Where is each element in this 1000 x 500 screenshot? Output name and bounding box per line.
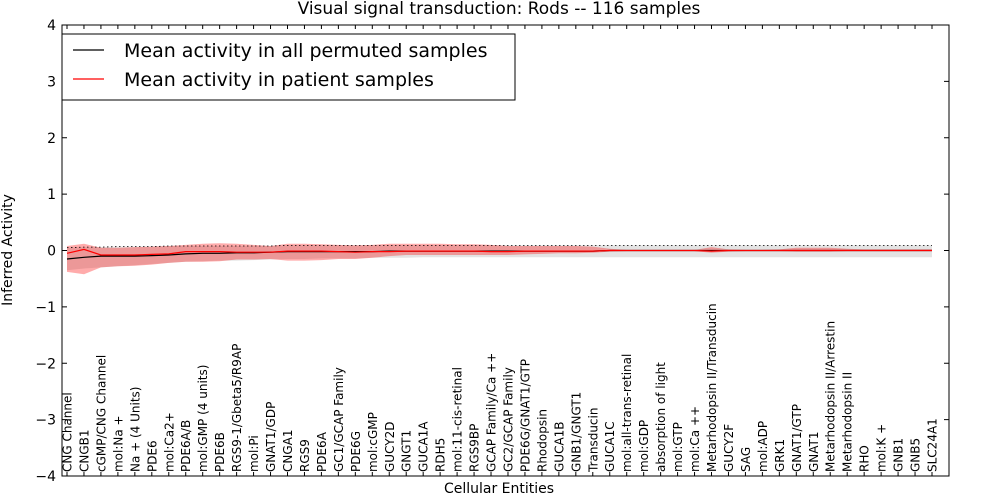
x-tick-label: mol:K + <box>875 424 889 472</box>
y-tick-label: 0 <box>47 244 56 260</box>
x-tick-label: GUCA1B <box>552 421 566 472</box>
x-tick-label: PDE6B <box>213 432 227 472</box>
x-tick-label: RGS9-1/Gbeta5/R9AP <box>230 344 244 472</box>
x-tick-label: mol:cGMP <box>366 412 380 472</box>
x-tick-label: CNGB1 <box>77 429 91 472</box>
x-tick-label: RHO <box>858 445 872 472</box>
x-tick-label: Transducin <box>586 408 600 473</box>
x-tick-label: PDE6A/B <box>179 420 193 472</box>
x-tick-label: mol:GTP <box>671 422 685 472</box>
x-axis-label: Cellular Entities <box>444 481 554 497</box>
x-tick-label: GUCA1C <box>603 421 617 472</box>
y-tick-label: −3 <box>35 413 56 429</box>
plot-area <box>66 243 932 275</box>
x-tick-label: cGMP/CNG Channel <box>94 355 108 472</box>
y-tick-label: 1 <box>47 187 56 203</box>
legend-box <box>61 33 516 101</box>
x-tick-label: GNB5 <box>909 438 923 472</box>
x-tick-label: mol:11-cis-retinal <box>451 367 465 472</box>
y-axis-label: Inferred Activity <box>0 194 16 306</box>
x-tick-label: mol:Ca ++ <box>688 406 702 472</box>
x-tick-label: GUCY2D <box>383 422 397 472</box>
x-tick-label: PDE6 <box>145 440 159 472</box>
x-tick-label: absorption of light <box>654 362 668 472</box>
x-tick-label: mol:Pi <box>247 435 261 472</box>
legend-label-permuted: Mean activity in all permuted samples <box>124 40 487 62</box>
legend-label-patient: Mean activity in patient samples <box>124 69 434 91</box>
y-tick-label: −2 <box>35 356 56 372</box>
x-tick-label: GNB1/GNGT1 <box>569 392 583 472</box>
x-tick-label: SLC24A1 <box>926 418 940 472</box>
x-tick-label: RGS9BP <box>468 424 482 472</box>
confidence-band-patient <box>67 243 932 275</box>
x-tick-label: GNAT1 <box>807 431 821 472</box>
x-tick-label: SAG <box>739 447 753 472</box>
legend: Mean activity in all permuted samples Me… <box>61 33 516 101</box>
y-tick-label: −4 <box>35 469 56 485</box>
x-tick-label: Metarhodopsin II <box>841 372 855 472</box>
x-tick-label: mol:ADP <box>756 421 770 472</box>
x-tick-label: GC2/GCAP Family <box>501 367 515 472</box>
x-tick-label: mol:all-trans-retinal <box>620 354 634 472</box>
x-tick-label: mol:GMP (4 units) <box>196 365 210 472</box>
x-tick-label: GNB1 <box>892 438 906 472</box>
x-tick-label: mol:Na + <box>111 415 125 472</box>
x-tick-label: PDE6A <box>315 431 329 472</box>
x-tick-label: GUCA1A <box>417 421 431 472</box>
axes: −4 −3 −2 −1 0 1 2 3 4 CNG Channel CNGB1 cGMP/CNG Ch… <box>35 18 949 485</box>
x-tick-label: GUCY2F <box>722 424 736 472</box>
x-tick-label: GNAT1/GTP <box>790 404 804 472</box>
x-tick-label: CNGA1 <box>281 430 295 473</box>
x-tick-label: GC1/GCAP Family <box>332 367 346 472</box>
y-tick-label: 2 <box>47 131 56 147</box>
x-tick-label: Rhodopsin <box>535 409 549 472</box>
x-tick-label: Metarhodopsin II/Arrestin <box>824 321 838 472</box>
series-line-patient <box>66 248 932 256</box>
x-tick-label: PDE6G/GNAT1/GTP <box>518 359 532 472</box>
x-tick-label: mol:GDP <box>637 420 651 472</box>
x-tick-label: CNG Channel <box>61 392 75 472</box>
x-tick-label: GRK1 <box>773 439 787 472</box>
chart-title: Visual signal transduction: Rods -- 116 … <box>298 0 701 19</box>
y-tick-label: −1 <box>35 300 56 316</box>
x-tick-label: Na + (4 Units) <box>128 386 142 472</box>
x-tick-label: GNGT1 <box>400 430 414 472</box>
x-tick-label: PDE6G <box>349 431 363 472</box>
x-tick-label: RGS9 <box>298 439 312 472</box>
permuted-band-edge <box>66 244 932 249</box>
x-tick-label: GCAP Family/Ca ++ <box>485 353 499 472</box>
x-tick-label: RDH5 <box>434 438 448 472</box>
x-tick-label: mol:Ca2+ <box>162 412 176 472</box>
y-tick-label: 4 <box>47 18 56 34</box>
x-tick-label: Metarhodopsin II/Transducin <box>705 303 719 472</box>
y-tick-label: 3 <box>47 74 56 90</box>
x-tick-label: GNAT1/GDP <box>264 402 278 472</box>
